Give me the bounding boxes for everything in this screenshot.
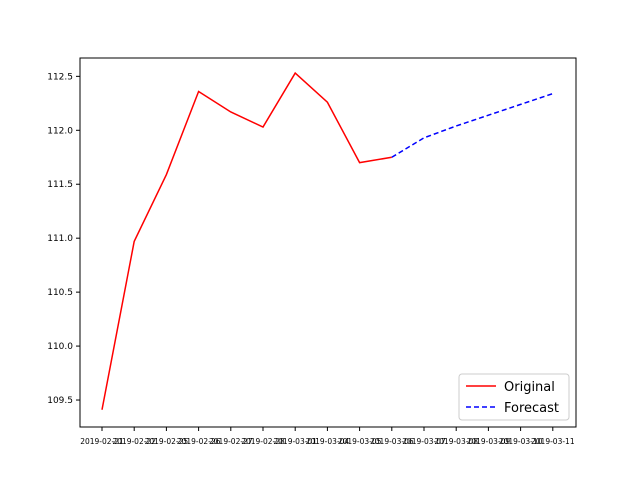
x-tick-label: 2019-02-25 xyxy=(145,437,189,446)
x-tick-label: 2019-03-01 xyxy=(273,437,317,446)
x-tick-label: 2019-03-11 xyxy=(531,437,575,446)
x-tick-label: 2019-02-27 xyxy=(209,437,253,446)
x-tick-label: 2019-03-04 xyxy=(306,437,350,446)
x-tick-label: 2019-02-26 xyxy=(177,437,221,446)
x-tick-label: 2019-03-07 xyxy=(402,437,446,446)
x-axis: 2019-02-212019-02-222019-02-252019-02-26… xyxy=(80,427,575,446)
x-tick-label: 2019-03-10 xyxy=(499,437,543,446)
series-line-original xyxy=(101,71,392,410)
series-layer xyxy=(101,71,554,410)
legend: Original Forecast xyxy=(458,373,570,421)
plot-area xyxy=(79,57,577,428)
x-tick-label: 2019-03-08 xyxy=(434,437,478,446)
y-tick-label: 110.5 xyxy=(47,288,73,298)
x-tick-label: 2019-02-28 xyxy=(241,437,285,446)
y-tick-label: 112.5 xyxy=(47,72,73,82)
x-tick-label: 2019-02-22 xyxy=(112,437,156,446)
y-axis: 109.5 110.0 110.5 111.0 111.5 112.0 112.5 xyxy=(47,72,80,406)
x-tick-label: 2019-03-05 xyxy=(338,437,382,446)
series-line-forecast xyxy=(391,92,554,158)
y-tick-label: 109.5 xyxy=(47,396,73,406)
x-tick-label: 2019-02-21 xyxy=(80,437,124,446)
y-tick-label: 110.0 xyxy=(47,342,73,352)
y-tick-label: 111.5 xyxy=(47,180,73,190)
y-tick-label: 112.0 xyxy=(47,126,73,136)
legend-label-original: Original xyxy=(504,380,555,395)
x-tick-label: 2019-03-09 xyxy=(467,437,511,446)
x-tick-label: 2019-03-06 xyxy=(370,437,414,446)
y-tick-label: 111.0 xyxy=(47,234,73,244)
legend-label-forecast: Forecast xyxy=(504,401,559,416)
